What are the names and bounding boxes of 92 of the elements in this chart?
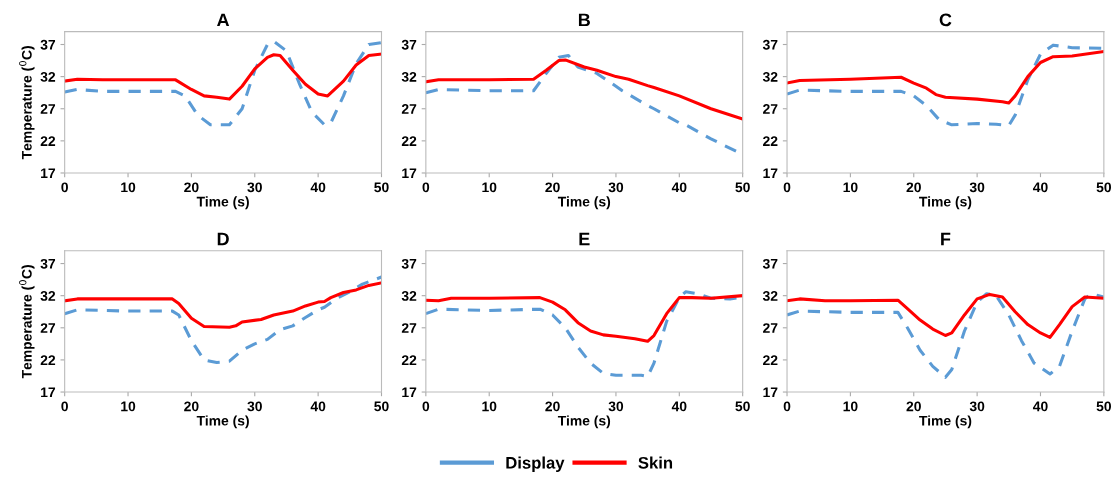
x-tick-label: 30 xyxy=(247,401,262,412)
x-tick-label: 30 xyxy=(247,182,262,193)
x-tick-label: 20 xyxy=(184,401,199,412)
line-series xyxy=(64,39,382,127)
y-tick-label: 22 xyxy=(401,136,417,146)
line-series xyxy=(64,275,382,365)
x-tick-label: 10 xyxy=(121,401,136,412)
y-tick-label: 32 xyxy=(40,71,56,82)
chart-title: A xyxy=(217,13,230,27)
y-tick-label: 27 xyxy=(40,323,56,333)
x-tick-label: 50 xyxy=(374,401,389,412)
y-tick-label: 32 xyxy=(401,71,417,82)
x-tick-label: 20 xyxy=(906,182,921,193)
x-tick-label: 10 xyxy=(843,182,858,193)
x-tick-label: 50 xyxy=(1096,182,1112,193)
y-tick-label: 27 xyxy=(401,323,417,333)
x-axis-title: Time (s) xyxy=(196,415,249,429)
y-tick-label: 22 xyxy=(763,136,778,146)
x-tick-label: 40 xyxy=(310,401,326,412)
x-tick-label: 30 xyxy=(608,401,624,412)
y-tick-label: 27 xyxy=(763,104,778,114)
y-tick-label: 32 xyxy=(762,71,778,82)
x-axis-title: Time (s) xyxy=(557,196,611,210)
y-tick-label: 17 xyxy=(763,168,778,179)
y-tick-label: 32 xyxy=(40,291,56,301)
y-tick-label: 37 xyxy=(401,39,417,50)
x-tick-label: 10 xyxy=(482,401,497,412)
y-tick-label: 32 xyxy=(401,291,417,301)
legend-label: Skin xyxy=(638,456,673,469)
y-tick-label: 17 xyxy=(41,168,56,179)
y-tick-label: 27 xyxy=(401,104,417,114)
x-axis-title: Time (s) xyxy=(557,415,611,429)
y-tick-label: 37 xyxy=(40,39,56,50)
x-tick-label: 0 xyxy=(422,401,430,412)
x-tick-label: 20 xyxy=(906,401,921,412)
y-tick-label: 22 xyxy=(401,355,417,365)
y-tick-label: 27 xyxy=(40,104,56,114)
x-tick-label: 0 xyxy=(783,182,791,193)
x-tick-label: 20 xyxy=(545,182,560,193)
x-tick-label: 20 xyxy=(545,401,560,412)
legend-label: Display xyxy=(506,456,565,472)
x-tick-label: 0 xyxy=(61,401,68,412)
line-series xyxy=(787,292,1104,339)
line-series xyxy=(787,43,1104,127)
y-tick-label: 22 xyxy=(40,355,56,365)
y-tick-label: 17 xyxy=(41,387,56,398)
x-tick-label: 10 xyxy=(843,401,858,412)
y-tick-label: 17 xyxy=(763,387,778,398)
chart-title: E xyxy=(579,232,590,246)
x-tick-label: 10 xyxy=(482,182,497,193)
y-tick-label: 22 xyxy=(763,355,778,365)
y-axis-title: Temperature ($^{0}$C) xyxy=(19,46,35,160)
x-tick-label: 40 xyxy=(671,401,687,412)
x-tick-label: 50 xyxy=(735,182,750,193)
x-tick-label: 40 xyxy=(671,182,687,193)
chart-title: B xyxy=(578,13,590,27)
x-axis-title: Time (s) xyxy=(919,196,972,210)
x-tick-label: 10 xyxy=(121,182,136,193)
chart-title: F xyxy=(941,232,951,246)
x-axis-title: Time (s) xyxy=(196,196,249,210)
y-tick-label: 17 xyxy=(402,387,417,398)
y-tick-label: 22 xyxy=(40,136,56,146)
x-tick-label: 0 xyxy=(61,182,68,193)
x-tick-label: 50 xyxy=(1096,401,1112,412)
y-tick-label: 27 xyxy=(763,323,778,333)
line-series xyxy=(64,52,382,101)
y-tick-label: 32 xyxy=(762,291,778,301)
y-tick-label: 37 xyxy=(40,258,56,269)
x-tick-label: 40 xyxy=(1032,182,1048,193)
line-series xyxy=(425,58,743,121)
x-tick-label: 30 xyxy=(969,182,985,193)
x-tick-label: 30 xyxy=(969,401,985,412)
line-series xyxy=(64,281,382,329)
y-tick-label: 37 xyxy=(762,39,778,50)
x-tick-label: 50 xyxy=(374,182,389,193)
line-series xyxy=(787,292,1104,379)
x-tick-label: 20 xyxy=(184,182,199,193)
x-tick-label: 30 xyxy=(608,182,624,193)
x-tick-label: 0 xyxy=(783,401,791,412)
y-tick-label: 17 xyxy=(402,168,417,179)
x-tick-label: 40 xyxy=(1032,401,1048,412)
chart-title: D xyxy=(217,232,229,246)
line-series xyxy=(787,50,1104,105)
y-axis-title: Temperature ($^{0}$C) xyxy=(19,265,35,379)
y-tick-label: 37 xyxy=(762,258,778,269)
line-series xyxy=(425,294,743,343)
x-tick-label: 0 xyxy=(422,182,430,193)
y-tick-label: 37 xyxy=(401,258,417,269)
chart-title: C xyxy=(939,13,952,27)
x-tick-label: 50 xyxy=(735,401,750,412)
x-axis-title: Time (s) xyxy=(919,415,972,429)
x-tick-label: 40 xyxy=(310,182,326,193)
